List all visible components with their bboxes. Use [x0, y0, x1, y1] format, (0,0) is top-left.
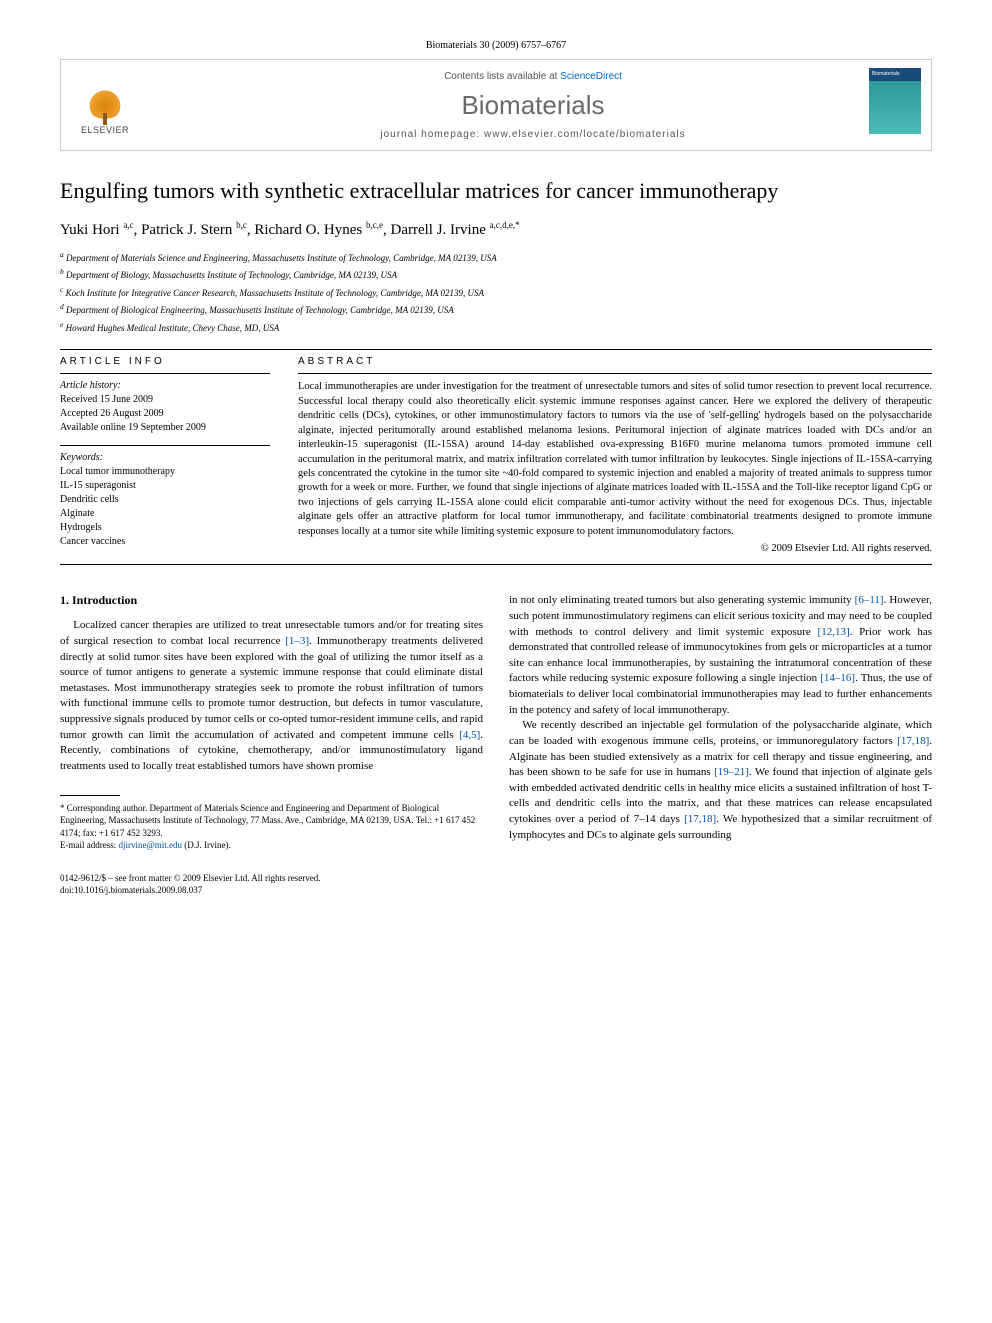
contents-prefix: Contents lists available at [444, 71, 560, 82]
abstract-heading: ABSTRACT [298, 356, 932, 367]
abstract-text: Local immunotherapies are under investig… [298, 380, 932, 539]
affiliation-item: b Department of Biology, Massachusetts I… [60, 266, 932, 283]
abstract-rule [298, 373, 932, 374]
keywords-list: Local tumor immunotherapyIL-15 superagon… [60, 465, 270, 549]
section-number: 1. [60, 593, 69, 607]
homepage-prefix: journal homepage: [380, 129, 484, 140]
body-columns: 1. Introduction Localized cancer therapi… [60, 593, 932, 851]
footer-line-1: 0142-9612/$ – see front matter © 2009 El… [60, 872, 932, 885]
section-heading-intro: 1. Introduction [60, 593, 483, 608]
elsevier-logo: ELSEVIER [75, 70, 135, 140]
rule-top [60, 349, 932, 350]
rule-bottom [60, 564, 932, 565]
body-col-right: in not only eliminating treated tumors b… [509, 593, 932, 851]
journal-cover-thumb [869, 68, 921, 134]
sciencedirect-link[interactable]: ScienceDirect [560, 71, 622, 82]
history-label: Article history: [60, 380, 270, 391]
citation-ref[interactable]: [12,13] [818, 626, 850, 638]
homepage-url: www.elsevier.com/locate/biomaterials [484, 129, 686, 140]
affiliation-item: e Howard Hughes Medical Institute, Chevy… [60, 319, 932, 336]
keyword-item: IL-15 superagonist [60, 479, 270, 493]
footnote-marker: * [60, 803, 65, 813]
email-label: E-mail address: [60, 840, 118, 850]
affiliations: a Department of Materials Science and En… [60, 249, 932, 336]
publisher-name: ELSEVIER [81, 125, 129, 135]
page-footer: 0142-9612/$ – see front matter © 2009 El… [60, 872, 932, 897]
keyword-item: Cancer vaccines [60, 535, 270, 549]
keywords-block: Keywords: Local tumor immunotherapyIL-15… [60, 452, 270, 549]
section-title: Introduction [72, 593, 137, 607]
info-heading: ARTICLE INFO [60, 356, 270, 367]
footnote-separator [60, 795, 120, 796]
keywords-label: Keywords: [60, 452, 270, 463]
citation-ref[interactable]: [4,5] [459, 729, 480, 741]
article-info-column: ARTICLE INFO Article history: Received 1… [60, 356, 270, 554]
history-item: Available online 19 September 2009 [60, 421, 270, 435]
keyword-item: Alginate [60, 507, 270, 521]
footnote-text: Corresponding author. Department of Mate… [60, 803, 475, 838]
keyword-item: Dendritic cells [60, 493, 270, 507]
affiliation-item: a Department of Materials Science and En… [60, 249, 932, 266]
history-item: Accepted 26 August 2009 [60, 407, 270, 421]
article-title: Engulfing tumors with synthetic extracel… [60, 177, 932, 206]
footer-line-2: doi:10.1016/j.biomaterials.2009.08.037 [60, 884, 932, 897]
citation-ref[interactable]: [17,18] [897, 735, 929, 747]
history-item: Received 15 June 2009 [60, 393, 270, 407]
info-rule [60, 373, 270, 374]
citation-ref[interactable]: [14–16] [820, 672, 855, 684]
history-list: Received 15 June 2009Accepted 26 August … [60, 393, 270, 435]
info-rule-2 [60, 445, 270, 446]
citation-ref[interactable]: [6–11] [855, 594, 884, 606]
journal-homepage: journal homepage: www.elsevier.com/locat… [149, 129, 917, 140]
keyword-item: Hydrogels [60, 521, 270, 535]
abstract-copyright: © 2009 Elsevier Ltd. All rights reserved… [298, 543, 932, 554]
running-head: Biomaterials 30 (2009) 6757–6767 [60, 40, 932, 51]
keyword-item: Local tumor immunotherapy [60, 465, 270, 479]
journal-name: Biomaterials [149, 90, 917, 121]
affiliation-item: c Koch Institute for Integrative Cancer … [60, 284, 932, 301]
citation-ref[interactable]: [19–21] [714, 766, 749, 778]
info-abstract-row: ARTICLE INFO Article history: Received 1… [60, 356, 932, 554]
citation-ref[interactable]: [17,18] [684, 813, 716, 825]
contents-line: Contents lists available at ScienceDirec… [149, 71, 917, 82]
body-col-left: 1. Introduction Localized cancer therapi… [60, 593, 483, 851]
corresponding-email-link[interactable]: djirvine@mit.edu [118, 840, 182, 850]
abstract-column: ABSTRACT Local immunotherapies are under… [298, 356, 932, 554]
authors-line: Yuki Hori a,c, Patrick J. Stern b,c, Ric… [60, 220, 932, 239]
intro-para-2: We recently described an injectable gel … [509, 718, 932, 843]
intro-para-1: Localized cancer therapies are utilized … [60, 618, 483, 774]
elsevier-tree-icon [83, 75, 127, 119]
branding-center: Contents lists available at ScienceDirec… [149, 71, 917, 140]
branding-box: ELSEVIER Contents lists available at Sci… [60, 59, 932, 151]
affiliation-item: d Department of Biological Engineering, … [60, 301, 932, 318]
citation-ref[interactable]: [1–3] [285, 635, 309, 647]
intro-para-1-cont: in not only eliminating treated tumors b… [509, 593, 932, 718]
email-suffix: (D.J. Irvine). [182, 840, 231, 850]
corresponding-footnote: * Corresponding author. Department of Ma… [60, 802, 483, 852]
